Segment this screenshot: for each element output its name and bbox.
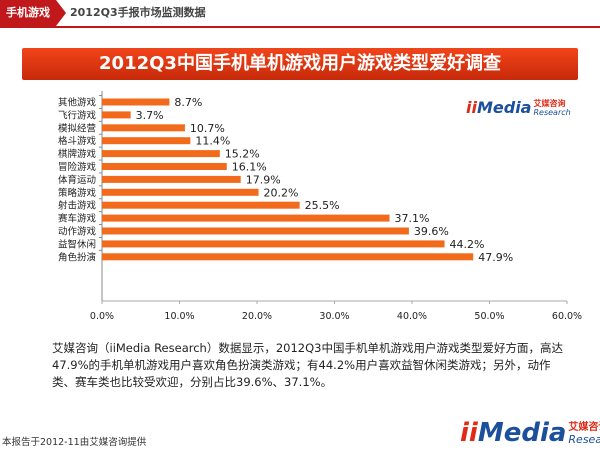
bar-3 [102,137,191,145]
chart-title: 2012Q3中国手机单机游戏用户游戏类型爱好调查 [99,53,501,74]
category-label-5: 冒险游戏 [58,161,97,173]
bar-11 [102,240,445,248]
bar-9 [102,214,390,222]
value-label-0: 8.7% [174,96,202,109]
description-text: 艾媒咨询（iiMedia Research）数据显示，2012Q3中国手机单机游… [52,341,563,389]
bar-chart: 其他游戏 8.7% 飞行游戏 3.7% 模拟经营 10.7% 格斗游戏 11.4% 棋牌游戏 15… [58,91,582,322]
x-tick-label-6: 60.0% [552,311,582,322]
x-tick-label-3: 30.0% [319,311,349,322]
value-label-8: 25.5% [305,199,340,212]
x-tick-label-5: 50.0% [474,311,504,322]
category-label-8: 射击游戏 [58,200,97,212]
category-label-2: 模拟经营 [58,122,96,134]
value-label-11: 44.2% [450,238,485,251]
value-label-7: 20.2% [264,186,299,199]
bar-4 [102,150,220,158]
value-label-5: 16.1% [232,161,267,174]
x-tick-label-4: 40.0% [397,311,427,322]
section-tag: 手机游戏 [0,0,66,26]
value-label-2: 10.7% [190,122,225,135]
value-label-12: 47.9% [478,251,513,264]
bar-2 [102,124,185,132]
value-label-1: 3.7% [136,109,164,122]
iimedia-logo-top: ii Media 艾媒咨询 Research [466,98,571,117]
x-tick-label-2: 20.0% [242,311,272,322]
category-label-6: 体育运动 [58,174,96,186]
top-divider [0,26,600,28]
title-banner: 2012Q3中国手机单机游戏用户游戏类型爱好调查 [22,48,578,80]
logo-cn-text: 艾媒咨询 [533,99,566,108]
value-label-6: 17.9% [246,173,281,186]
bar-10 [102,227,409,235]
logo-cn-text-bottom: 艾媒咨询 [568,422,600,433]
bar-7 [102,188,259,196]
value-label-9: 37.1% [395,212,430,225]
logo-ii-text: ii [466,98,477,117]
category-label-0: 其他游戏 [58,97,97,109]
category-label-4: 棋牌游戏 [58,148,97,160]
x-tick-label-1: 10.0% [164,311,194,322]
iimedia-logo-bottom: ii Media 艾媒咨询 Research [460,420,600,446]
category-label-3: 格斗游戏 [58,135,97,147]
logo-en-text: Research [533,108,571,117]
category-label-1: 飞行游戏 [58,109,97,121]
category-label-11: 益智休闲 [58,238,96,250]
logo-ii-text-bottom: ii [460,418,478,448]
value-label-10: 39.6% [414,225,449,238]
logo-en-text-bottom: Research [568,433,600,446]
category-label-7: 策略游戏 [58,187,97,199]
bar-8 [102,201,300,209]
bar-1 [102,111,131,119]
report-name: 2012Q3手报市场监测数据 [70,6,206,19]
bar-0 [102,98,170,106]
footer-note: 本报告于2012-11由艾媒咨询提供 [2,437,147,448]
category-label-12: 角色扮演 [58,251,96,263]
value-label-4: 15.2% [225,148,260,161]
bar-5 [102,163,227,170]
category-label-10: 动作游戏 [58,226,97,238]
category-label-9: 赛车游戏 [58,213,97,225]
x-tick-label-0: 0.0% [90,311,114,322]
value-label-3: 11.4% [195,135,230,148]
logo-media-text: Media [476,98,532,117]
logo-media-text-bottom: Media [477,418,567,448]
bar-6 [102,175,241,183]
top-bar: 手机游戏 2012Q3手报市场监测数据 [0,0,600,28]
bar-12 [102,253,474,261]
